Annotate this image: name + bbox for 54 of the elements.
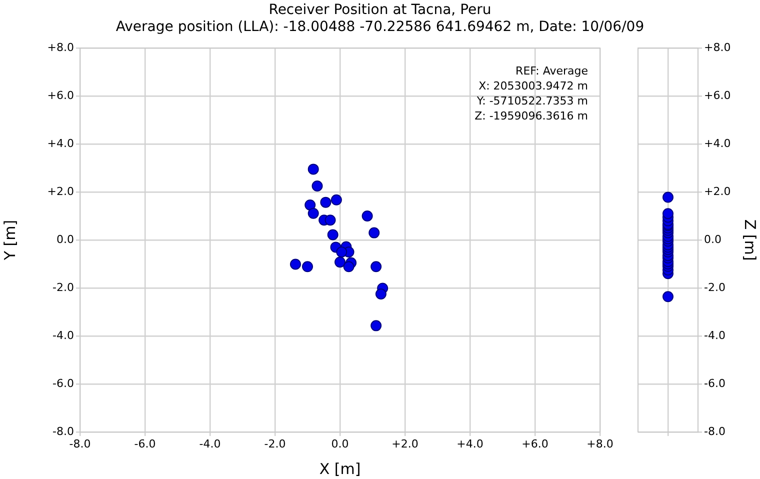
annotation: REF: Average — [516, 64, 588, 78]
annotation: Y: -5710522.7353 m — [476, 94, 588, 108]
point — [308, 164, 319, 175]
point — [290, 258, 301, 270]
point — [334, 256, 346, 268]
y-tick-label: +4.0 — [704, 136, 731, 150]
point — [375, 288, 386, 300]
y-axis-title: Z [m] — [741, 219, 760, 261]
y-tick-label: -2.0 — [704, 280, 726, 294]
x-tick-label: +6.0 — [522, 437, 548, 450]
y-tick-label: -2.0 — [52, 280, 74, 294]
point — [370, 261, 382, 272]
point — [370, 320, 382, 332]
point — [368, 227, 380, 238]
y-tick-label: -8.0 — [704, 424, 726, 438]
point — [330, 194, 342, 206]
point — [324, 214, 336, 226]
x-tick-label: -4.0 — [199, 437, 221, 450]
y-tick-label: +8.0 — [47, 40, 74, 54]
point — [302, 261, 313, 272]
y-tick-label: +2.0 — [47, 184, 74, 198]
y-tick-label: +8.0 — [704, 40, 731, 54]
y-tick-label: +2.0 — [704, 184, 731, 198]
y-tick-label: +6.0 — [47, 88, 74, 102]
annotation: Z: -1959096.3616 m — [474, 109, 588, 122]
point — [304, 199, 316, 210]
x-axis-title: X [m] — [319, 460, 361, 478]
y-tick-label: 0.0 — [56, 232, 74, 246]
y-tick-label: -4.0 — [52, 328, 74, 342]
point — [336, 246, 348, 258]
x-tick-label: -2.0 — [264, 437, 286, 450]
y-tick-label: +4.0 — [47, 136, 74, 150]
y-tick-label: -6.0 — [704, 376, 726, 390]
y-tick-label: -8.0 — [52, 424, 74, 438]
point — [308, 208, 319, 219]
y-axis-title: Y [m] — [0, 220, 19, 262]
y-tick-label: -6.0 — [52, 376, 74, 390]
x-tick-label: +8.0 — [586, 437, 614, 450]
y-tick-label: +6.0 — [704, 88, 731, 102]
point — [320, 196, 332, 208]
chart-title: Receiver Position at Tacna, Peru — [268, 2, 492, 19]
y-tick-label: 0.0 — [704, 232, 722, 246]
x-tick-label: -6.0 — [134, 437, 156, 450]
x-tick-label: +2.0 — [392, 437, 418, 450]
point — [312, 180, 323, 192]
x-tick-label: +4.0 — [456, 437, 484, 450]
chart-subtitle: Average position (LLA): -18.00488 -70.22586 641.69462 m, Date: 10/06/09 — [114, 19, 646, 36]
point — [343, 261, 354, 272]
y-tick-label: -4.0 — [704, 328, 726, 342]
point — [362, 210, 373, 222]
point — [327, 229, 338, 240]
x-tick-label: 0.0 — [331, 437, 349, 450]
annotation: X: 2053003.9472 m — [478, 79, 588, 92]
x-tick-label: -8.0 — [69, 437, 91, 450]
